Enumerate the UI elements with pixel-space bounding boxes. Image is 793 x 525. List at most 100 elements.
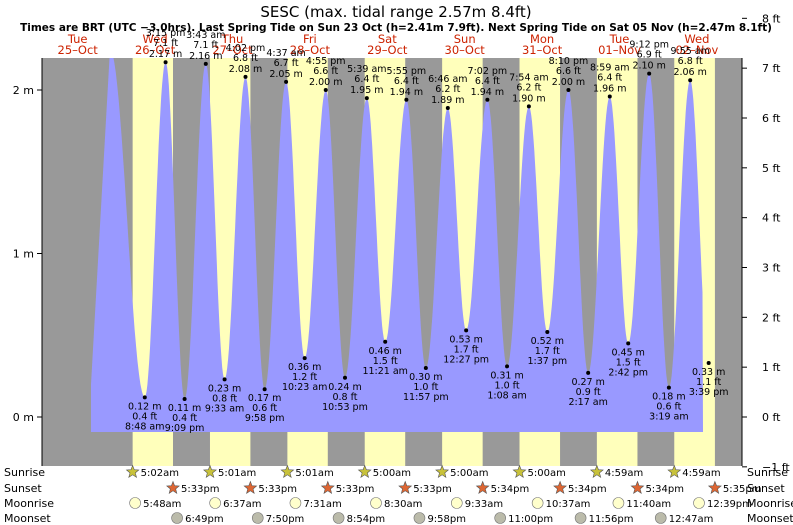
tide-height-m: 0.45 m — [611, 347, 644, 358]
tide-height-m: 0.23 m — [208, 383, 241, 394]
axes: 0 m 1 m 2 m −1 ft 0 ft 1 ft 2 ft 3 ft 4 ft 5 ft 6 … — [13, 12, 791, 474]
sunrise-time: 5:01am — [295, 468, 333, 479]
tide-height-ft: 6.6 ft — [313, 66, 338, 77]
tide-point — [464, 328, 469, 333]
sunset-icon — [475, 480, 490, 494]
right-tick-label: 0 ft — [762, 411, 781, 424]
tide-height-ft: 6.4 ft — [475, 76, 500, 87]
sunrise-icon — [357, 464, 372, 478]
sun-moon-table: Sunrise Sunrise Sunset Sunset Moonrise Moonri… — [4, 464, 793, 525]
tide-height-ft: 0.9 ft — [576, 387, 601, 398]
tide-time: 3:19 am — [649, 412, 688, 423]
tide-height-m: 0.30 m — [409, 372, 442, 383]
moonrise-icon — [289, 497, 302, 509]
sunset-time: 5:33pm — [413, 484, 452, 495]
right-tick-label: 6 ft — [762, 112, 781, 125]
moonrise-time: 5:48am — [143, 499, 181, 510]
day-date: 25–Oct — [58, 43, 99, 57]
tide-height-m: 1.95 m — [350, 85, 383, 96]
tide-point — [445, 105, 450, 110]
tide-time: 8:48 am — [125, 421, 164, 432]
sunset-time: 5:34pm — [491, 484, 530, 495]
right-tick-label: 2 ft — [762, 311, 781, 324]
sunrise-time: 5:00am — [450, 468, 488, 479]
day-name: Wed — [684, 32, 709, 46]
tide-height-ft: 6.8 ft — [678, 56, 703, 67]
moonrise-icon — [129, 497, 141, 509]
tide-height-m: 1.94 m — [471, 87, 504, 98]
right-tick-label: −1 ft — [762, 461, 790, 474]
tide-height-ft: 7.1 ft — [153, 38, 178, 49]
tide-height-ft: 1.0 ft — [413, 382, 438, 393]
moonset-time: 6:49pm — [185, 514, 224, 525]
sunrise-icon — [667, 464, 682, 478]
tide-labels: 0.12 m0.4 ft8:48 am3:15 pm7.1 ft2.17 m0.… — [125, 28, 728, 434]
left-tick-label: 1 m — [13, 248, 34, 261]
tide-height-m: 0.18 m — [652, 392, 685, 403]
day-header: Tue25–OctWed26–OctThu27–OctFri28–OctSat2… — [58, 32, 719, 57]
day-name: Sun — [454, 32, 476, 46]
tide-height-m: 0.31 m — [490, 370, 523, 381]
plot-area — [42, 58, 742, 466]
day-date: 28–Oct — [290, 43, 331, 57]
moonset-icon — [332, 512, 345, 524]
tide-time: 4:02 pm — [226, 43, 266, 54]
tide-time: 5:55 pm — [387, 66, 427, 77]
tide-height-ft: 6.4 ft — [597, 73, 622, 84]
tide-point — [284, 79, 289, 84]
tide-height-ft: 7.1 ft — [193, 40, 218, 51]
tide-time: 2:17 am — [568, 397, 607, 408]
tide-point — [666, 385, 671, 390]
moonrise-time: 7:31am — [303, 499, 341, 510]
tide-point — [302, 356, 307, 361]
moonrise-time: 11:40am — [626, 499, 671, 510]
sunrise-icon — [280, 464, 295, 478]
tide-point — [342, 375, 347, 380]
tide-point — [383, 339, 388, 344]
tide-height-ft: 1.5 ft — [616, 357, 641, 368]
moonrise-time: 6:37am — [223, 499, 261, 510]
moonset-icon — [251, 512, 264, 524]
day-name: Thu — [221, 32, 244, 46]
tide-point — [163, 60, 168, 65]
row-label-left: Moonrise — [4, 497, 54, 510]
right-tick-label: 4 ft — [762, 212, 781, 225]
tide-height-ft: 0.8 ft — [212, 393, 237, 404]
tide-point — [566, 88, 571, 92]
day-date: 30–Oct — [445, 43, 486, 57]
row-label-left: Sunset — [4, 482, 42, 495]
tide-point — [586, 370, 591, 375]
tide-time: 10:53 pm — [322, 402, 368, 413]
tide-time: 1:08 am — [487, 390, 526, 401]
moonset-icon — [654, 512, 667, 524]
moonset-time: 9:58pm — [427, 514, 466, 525]
tide-height-ft: 6.2 ft — [516, 82, 541, 93]
tide-height-m: 0.27 m — [571, 377, 604, 388]
right-tick-label: 1 ft — [762, 361, 781, 374]
tide-point — [203, 61, 208, 66]
day-name: Tue — [609, 32, 630, 46]
tide-point — [243, 74, 248, 79]
right-tick-label: 3 ft — [762, 261, 781, 274]
sunrise-time: 5:02am — [141, 468, 179, 479]
sunset-icon — [553, 480, 567, 494]
tide-time: 3:43 am — [186, 30, 225, 41]
tide-time: 7:02 pm — [468, 66, 508, 77]
tide-height-ft: 1.0 ft — [495, 380, 520, 391]
tide-height-ft: 0.4 ft — [172, 413, 197, 424]
sunrise-icon — [512, 464, 527, 478]
left-tick-label: 2 m — [13, 84, 34, 97]
tide-height-m: 0.53 m — [449, 334, 482, 345]
tide-time: 12:27 pm — [443, 354, 489, 365]
tide-height-ft: 0.4 ft — [132, 411, 157, 422]
tide-time: 11:57 pm — [403, 392, 449, 403]
sunrise-time: 4:59am — [682, 468, 720, 479]
day-name: Wed — [143, 32, 168, 46]
sunset-icon — [166, 480, 180, 494]
tide-height-ft: 1.7 ft — [535, 346, 560, 357]
sunset-icon — [398, 480, 413, 494]
day-date: 31–Oct — [522, 43, 563, 57]
tide-time: 2:42 pm — [608, 367, 648, 378]
tide-height-m: 1.96 m — [593, 84, 626, 95]
tide-height-m: 2.05 m — [269, 69, 302, 80]
